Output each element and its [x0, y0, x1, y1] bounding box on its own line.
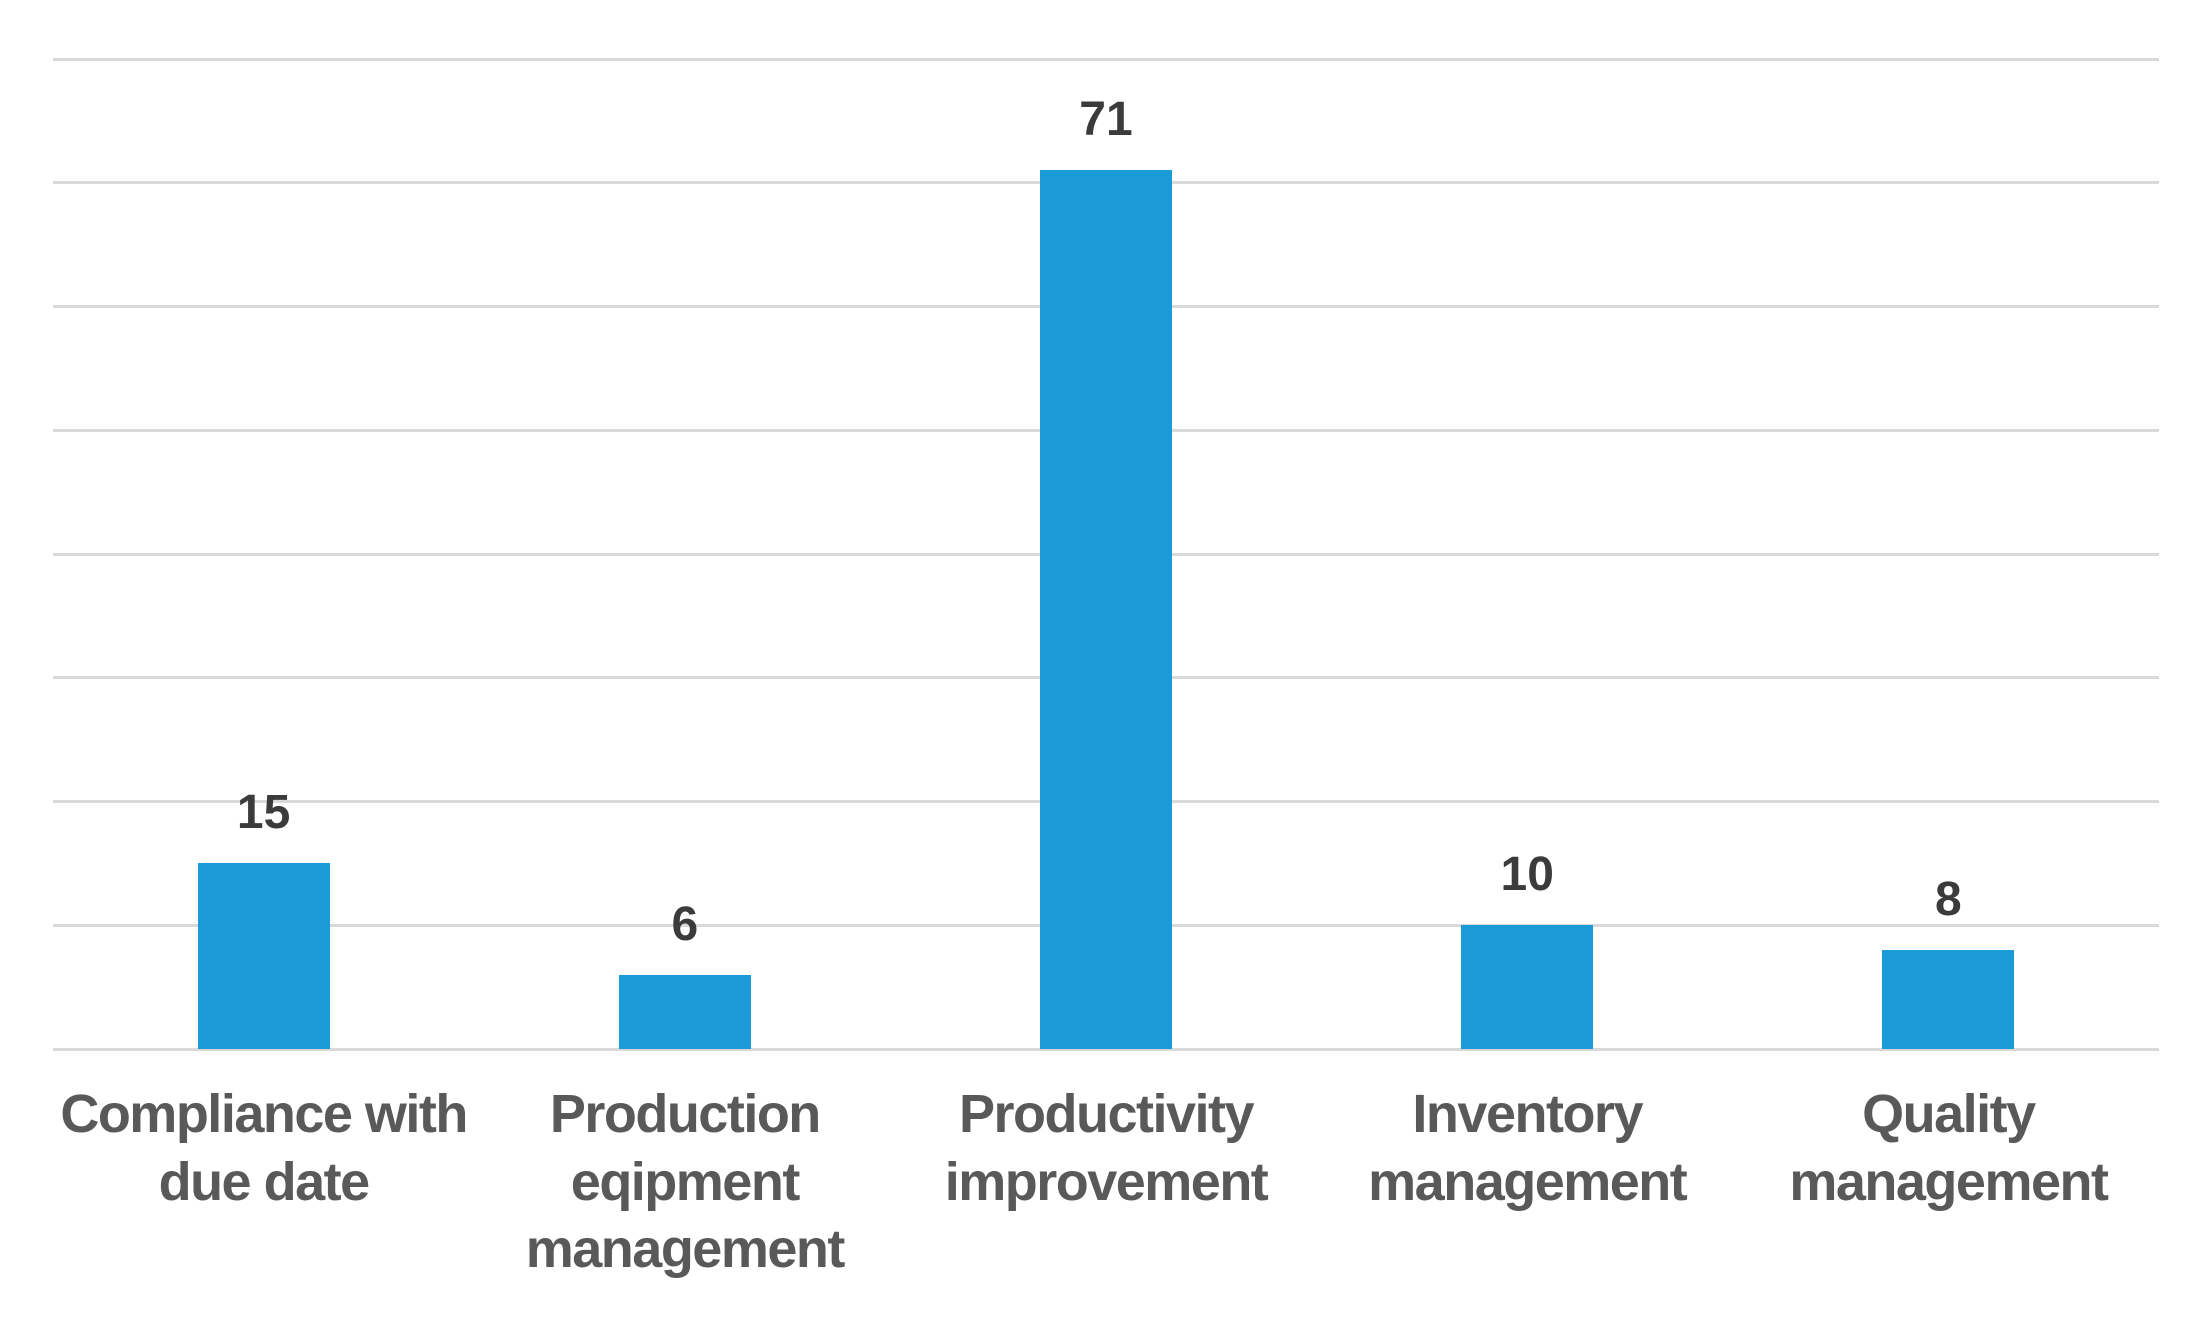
bar [1882, 950, 2015, 1049]
category-axis: Compliance with due date Production eqipm… [53, 1049, 2159, 1284]
category-label: Inventory management [1368, 1084, 1688, 1212]
bar-group: 8 [1738, 59, 2159, 1049]
bar-value-label: 15 [236, 786, 291, 840]
category-label: Productivity improvement [944, 1084, 1269, 1212]
bar-group: 71 [895, 59, 1316, 1049]
category-label: Quality management [1789, 1084, 2109, 1212]
bar [618, 974, 751, 1049]
bar-value-label: 6 [671, 897, 699, 951]
bar-group: 10 [1317, 59, 1738, 1049]
bar [1040, 170, 1172, 1049]
bar [1461, 925, 1594, 1049]
bar-value-label: 8 [1935, 873, 1962, 926]
bar-value-label: 71 [1079, 93, 1133, 147]
category-label: Production eqipment management [525, 1084, 846, 1279]
bar-series: 15 6 71 10 8 [53, 59, 2159, 1049]
gridline-80 [53, 57, 2159, 61]
gridline-0 [53, 1047, 2159, 1051]
bar [197, 863, 330, 1049]
bar-group: 6 [474, 59, 895, 1049]
category-label: Compliance with due date [60, 1084, 468, 1212]
plot-area: 15 6 71 10 8 [53, 57, 2159, 1051]
bar-group: 15 [53, 59, 474, 1049]
bar-value-label: 10 [1500, 848, 1554, 902]
